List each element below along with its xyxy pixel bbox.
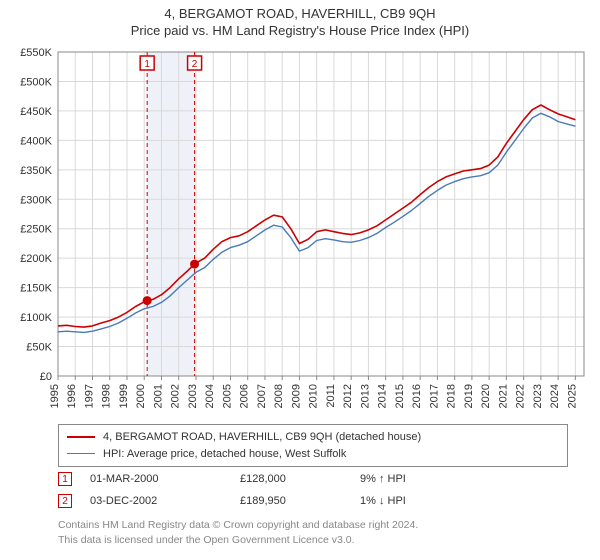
legend-row-hpi: HPI: Average price, detached house, West… [67, 446, 559, 463]
svg-text:2000: 2000 [135, 384, 147, 408]
purchase-marker-icon: 2 [58, 494, 72, 508]
chart-area: £0 £50K £100K £150K £200K £250K £300K £350K £400… [10, 46, 590, 416]
purchase-price: £128,000 [240, 473, 360, 485]
svg-text:2025: 2025 [566, 384, 578, 408]
legend-swatch-blue [67, 453, 95, 454]
svg-text:2021: 2021 [497, 384, 509, 408]
svg-text:£450K: £450K [20, 106, 52, 118]
svg-text:2008: 2008 [273, 384, 285, 408]
svg-text:£100K: £100K [20, 312, 52, 324]
svg-text:2005: 2005 [221, 384, 233, 408]
purchase-trend: 1% ↓ HPI [360, 495, 460, 507]
svg-text:2022: 2022 [515, 384, 527, 408]
svg-text:£250K: £250K [20, 224, 52, 236]
svg-text:2011: 2011 [325, 384, 337, 408]
svg-text:1995: 1995 [49, 384, 61, 408]
purchase-price: £189,950 [240, 495, 360, 507]
svg-text:2024: 2024 [549, 384, 561, 408]
svg-text:2013: 2013 [359, 384, 371, 408]
svg-text:2020: 2020 [480, 384, 492, 408]
title-address: 4, BERGAMOT ROAD, HAVERHILL, CB9 9QH [0, 6, 600, 21]
svg-text:£200K: £200K [20, 253, 52, 265]
svg-text:1996: 1996 [66, 384, 78, 408]
legend-row-price-paid: 4, BERGAMOT ROAD, HAVERHILL, CB9 9QH (de… [67, 429, 559, 446]
svg-text:2007: 2007 [256, 384, 268, 408]
legend-swatch-red [67, 436, 95, 438]
svg-text:£150K: £150K [20, 283, 52, 295]
svg-text:£350K: £350K [20, 165, 52, 177]
svg-text:2002: 2002 [170, 384, 182, 408]
svg-text:2016: 2016 [411, 384, 423, 408]
purchase-row: 2 03-DEC-2002 £189,950 1% ↓ HPI [58, 490, 568, 512]
legend-label-price-paid: 4, BERGAMOT ROAD, HAVERHILL, CB9 9QH (de… [103, 429, 421, 446]
svg-text:£500K: £500K [20, 76, 52, 88]
purchase-trend: 9% ↑ HPI [360, 473, 460, 485]
svg-text:£300K: £300K [20, 194, 52, 206]
svg-text:2004: 2004 [204, 384, 216, 408]
svg-text:2010: 2010 [308, 384, 320, 408]
svg-text:£550K: £550K [20, 47, 52, 59]
svg-text:£400K: £400K [20, 135, 52, 147]
svg-text:2014: 2014 [377, 384, 389, 408]
purchase-date: 01-MAR-2000 [90, 473, 240, 485]
svg-text:1: 1 [144, 59, 150, 70]
svg-text:£0: £0 [40, 371, 52, 383]
svg-text:2003: 2003 [187, 384, 199, 408]
title-subtitle: Price paid vs. HM Land Registry's House … [0, 23, 600, 38]
title-block: 4, BERGAMOT ROAD, HAVERHILL, CB9 9QH Pri… [0, 0, 600, 38]
purchase-date: 03-DEC-2002 [90, 495, 240, 507]
svg-text:2017: 2017 [428, 384, 440, 408]
legend-box: 4, BERGAMOT ROAD, HAVERHILL, CB9 9QH (de… [58, 424, 568, 467]
svg-text:2023: 2023 [532, 384, 544, 408]
svg-text:1999: 1999 [118, 384, 130, 408]
chart-svg: £0 £50K £100K £150K £200K £250K £300K £350K £400… [10, 46, 590, 416]
svg-text:2006: 2006 [239, 384, 251, 408]
purchase-row: 1 01-MAR-2000 £128,000 9% ↑ HPI [58, 468, 568, 490]
svg-text:1998: 1998 [101, 384, 113, 408]
svg-text:2009: 2009 [290, 384, 302, 408]
footer-line2: This data is licensed under the Open Gov… [58, 533, 568, 548]
svg-text:2018: 2018 [446, 384, 458, 408]
svg-text:2001: 2001 [152, 384, 164, 408]
svg-text:2019: 2019 [463, 384, 475, 408]
svg-text:2015: 2015 [394, 384, 406, 408]
chart-container: 4, BERGAMOT ROAD, HAVERHILL, CB9 9QH Pri… [0, 0, 600, 560]
svg-text:2012: 2012 [342, 384, 354, 408]
footer-line1: Contains HM Land Registry data © Crown c… [58, 518, 568, 533]
purchase-marker-icon: 1 [58, 472, 72, 486]
svg-text:1997: 1997 [83, 384, 95, 408]
footer-credits: Contains HM Land Registry data © Crown c… [58, 518, 568, 547]
legend-label-hpi: HPI: Average price, detached house, West… [103, 446, 346, 463]
purchase-table: 1 01-MAR-2000 £128,000 9% ↑ HPI 2 03-DEC… [58, 468, 568, 512]
svg-text:2: 2 [192, 59, 198, 70]
svg-text:£50K: £50K [26, 342, 52, 354]
